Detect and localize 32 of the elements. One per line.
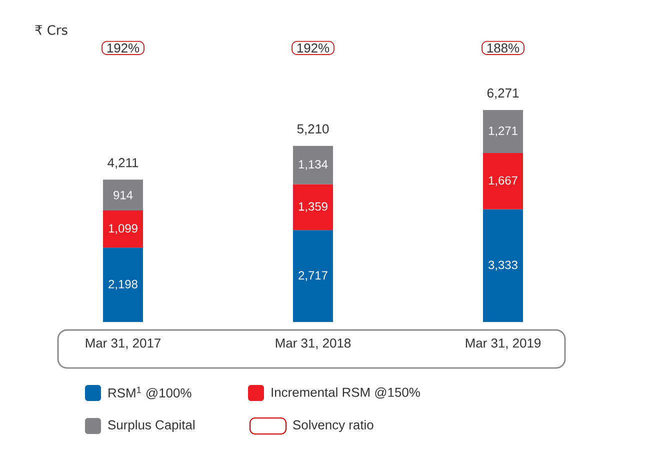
x-tick-label: Mar 31, 2017: [86, 338, 160, 350]
data-label: 2,717: [298, 271, 328, 281]
total-label: 6,271: [487, 88, 519, 100]
bar: [483, 152, 524, 210]
data-label: 2,198: [108, 280, 138, 290]
text: ₹ Crs: [35, 25, 68, 35]
bar: [103, 180, 144, 211]
data-label: 1,099: [108, 224, 138, 234]
data-label: 914: [114, 190, 133, 200]
bar: [293, 184, 334, 230]
text: 192%: [107, 43, 140, 53]
bar: [293, 146, 334, 184]
legend-label: Surplus Capital: [108, 420, 194, 432]
bar: [103, 210, 144, 248]
data-label: 1,271: [488, 126, 518, 136]
text: 188%: [487, 43, 520, 53]
bar: [293, 230, 334, 322]
x-tick-label: Mar 31, 2018: [276, 338, 351, 350]
text: 192%: [297, 43, 330, 53]
bar: [483, 209, 524, 322]
bar: [103, 248, 144, 322]
total-label: 5,210: [297, 124, 329, 135]
legend-label: RSM$^{1}$ @100%: [108, 386, 192, 400]
text: Solvency ratio: [293, 420, 374, 432]
total-label: 4,211: [108, 158, 138, 169]
data-label: 3,333: [488, 260, 518, 271]
bar: [483, 110, 524, 153]
data-label: 1,359: [298, 202, 328, 212]
x-tick-label: Mar 31, 2019: [466, 338, 541, 350]
legend-label: Incremental RSM @150%: [272, 387, 420, 399]
data-label: 1,667: [488, 176, 518, 186]
data-label: 1,134: [298, 160, 328, 170]
